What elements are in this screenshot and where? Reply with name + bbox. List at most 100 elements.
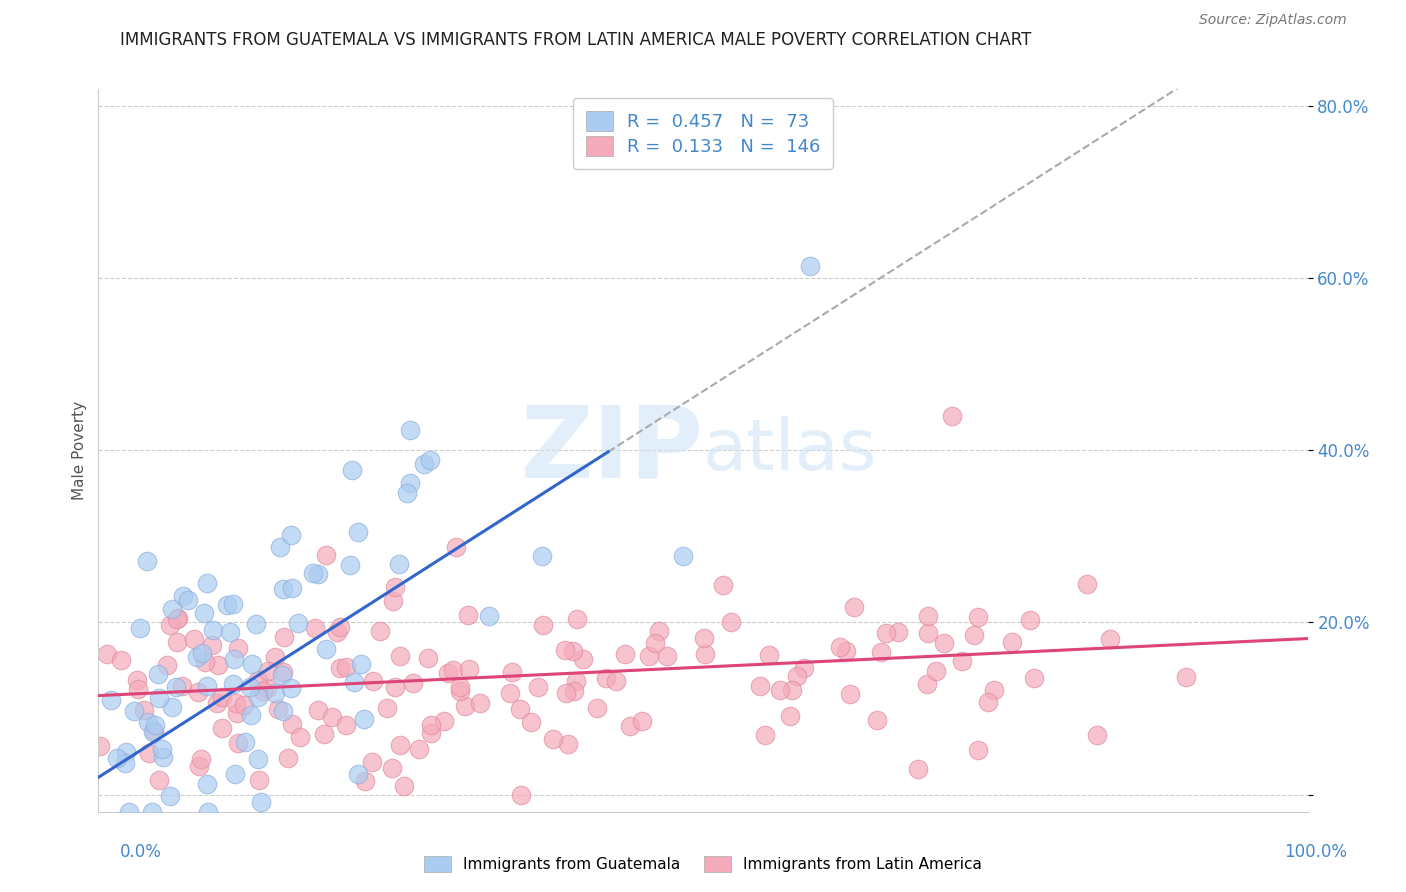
Point — [388, 558, 411, 572]
Point — [124, 704, 146, 718]
Point — [240, 708, 263, 723]
Point — [630, 714, 652, 728]
Point — [239, 680, 262, 694]
Point — [672, 549, 695, 564]
Point — [228, 641, 250, 656]
Point — [224, 652, 246, 666]
Point — [395, 486, 418, 500]
Point — [138, 746, 160, 760]
Point — [907, 762, 929, 776]
Point — [586, 701, 609, 715]
Point — [347, 767, 370, 781]
Point — [478, 609, 501, 624]
Point — [287, 616, 309, 631]
Point — [457, 607, 479, 622]
Point — [941, 409, 963, 423]
Point — [211, 690, 233, 704]
Point — [142, 723, 165, 738]
Point — [799, 259, 821, 273]
Point — [834, 643, 856, 657]
Point — [221, 676, 243, 690]
Point — [388, 648, 411, 663]
Point — [167, 611, 190, 625]
Point — [354, 773, 377, 788]
Point — [335, 718, 357, 732]
Point — [780, 682, 803, 697]
Legend: Immigrants from Guatemala, Immigrants from Latin America: Immigrants from Guatemala, Immigrants fr… — [416, 848, 990, 880]
Point — [564, 674, 586, 689]
Point — [245, 617, 267, 632]
Point — [915, 677, 938, 691]
Point — [226, 736, 249, 750]
Point — [280, 681, 302, 695]
Point — [195, 576, 218, 591]
Point — [270, 668, 292, 682]
Point — [252, 684, 274, 698]
Point — [176, 592, 198, 607]
Point — [194, 655, 217, 669]
Point — [869, 645, 891, 659]
Point — [143, 718, 166, 732]
Point — [967, 743, 990, 757]
Point — [793, 661, 815, 675]
Point — [312, 727, 335, 741]
Point — [413, 457, 436, 471]
Point — [555, 686, 578, 700]
Point — [264, 649, 287, 664]
Point — [384, 680, 406, 694]
Point — [768, 683, 790, 698]
Point — [866, 713, 889, 727]
Point — [188, 759, 211, 773]
Point — [246, 690, 269, 705]
Point — [572, 651, 595, 665]
Point — [420, 830, 443, 845]
Point — [162, 601, 184, 615]
Point — [115, 745, 138, 759]
Point — [419, 718, 441, 732]
Point — [557, 737, 579, 751]
Point — [339, 558, 361, 572]
Point — [89, 739, 111, 753]
Point — [197, 679, 219, 693]
Point — [977, 694, 1000, 708]
Point — [934, 636, 956, 650]
Point — [148, 773, 170, 788]
Point — [225, 696, 247, 710]
Point — [150, 742, 173, 756]
Point — [190, 752, 212, 766]
Point — [211, 721, 233, 735]
Point — [195, 777, 218, 791]
Point — [340, 463, 363, 477]
Point — [392, 779, 415, 793]
Point — [963, 628, 986, 642]
Point — [246, 673, 269, 687]
Point — [399, 476, 422, 491]
Point — [619, 719, 641, 733]
Point — [159, 618, 181, 632]
Point — [388, 738, 411, 752]
Point — [614, 647, 637, 661]
Point — [638, 649, 661, 664]
Legend: R =  0.457   N =  73, R =  0.133   N =  146: R = 0.457 N = 73, R = 0.133 N = 146 — [572, 98, 834, 169]
Point — [398, 424, 420, 438]
Point — [148, 690, 170, 705]
Point — [315, 548, 337, 562]
Point — [401, 676, 423, 690]
Point — [363, 674, 385, 689]
Point — [326, 624, 349, 639]
Point — [233, 735, 256, 749]
Point — [281, 581, 304, 595]
Point — [232, 698, 254, 713]
Point — [135, 553, 157, 567]
Point — [110, 652, 132, 666]
Point — [127, 681, 149, 696]
Point — [128, 621, 150, 635]
Point — [197, 805, 219, 819]
Point — [350, 657, 373, 671]
Point — [273, 630, 295, 644]
Point — [273, 582, 295, 596]
Point — [105, 751, 128, 765]
Point — [510, 789, 533, 803]
Text: 0.0%: 0.0% — [120, 843, 162, 861]
Point — [226, 706, 249, 720]
